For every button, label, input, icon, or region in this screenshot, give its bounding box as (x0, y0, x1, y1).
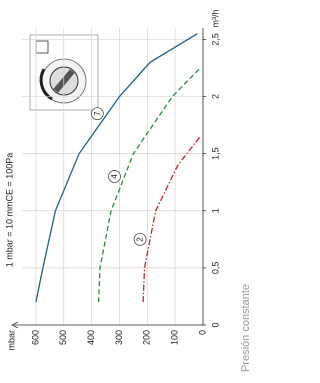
series-label: 4 (110, 174, 119, 179)
subtitle: Presión constante (240, 284, 252, 372)
chart: 1 mbar = 10 mmCE = 100Pa Presión constan… (0, 0, 256, 383)
rotated-chart: 1 mbar = 10 mmCE = 100Pa Presión constan… (4, 9, 252, 372)
x-tick-label: 1,5 (210, 147, 220, 160)
y-tick-label: 600 (30, 330, 40, 345)
y-tick-label: 500 (58, 330, 68, 345)
y-tick-label: 400 (86, 330, 96, 345)
series-line (143, 137, 200, 303)
x-tick-label: 0,5 (210, 262, 220, 275)
series-label: 2 (136, 237, 145, 242)
x-tick-label: 2,5 (210, 33, 220, 46)
y-axis-label: mbar (6, 330, 16, 351)
y-tick-label: 100 (170, 330, 180, 345)
x-tick-label: 0 (210, 322, 220, 327)
y-tick-label: 300 (114, 330, 124, 345)
page: {"chart_data": {"type": "line", "annotat… (0, 0, 256, 383)
series-label: 7 (93, 111, 102, 116)
y-tick-label: 200 (142, 330, 152, 345)
x-tick-label: 1 (210, 208, 220, 213)
x-tick-label: 2 (210, 94, 220, 99)
x-axis-label: m³/h (210, 9, 220, 27)
y-tick-label: 0 (197, 330, 207, 335)
annotation: 1 mbar = 10 mmCE = 100Pa (4, 153, 14, 268)
series-line (99, 68, 201, 302)
